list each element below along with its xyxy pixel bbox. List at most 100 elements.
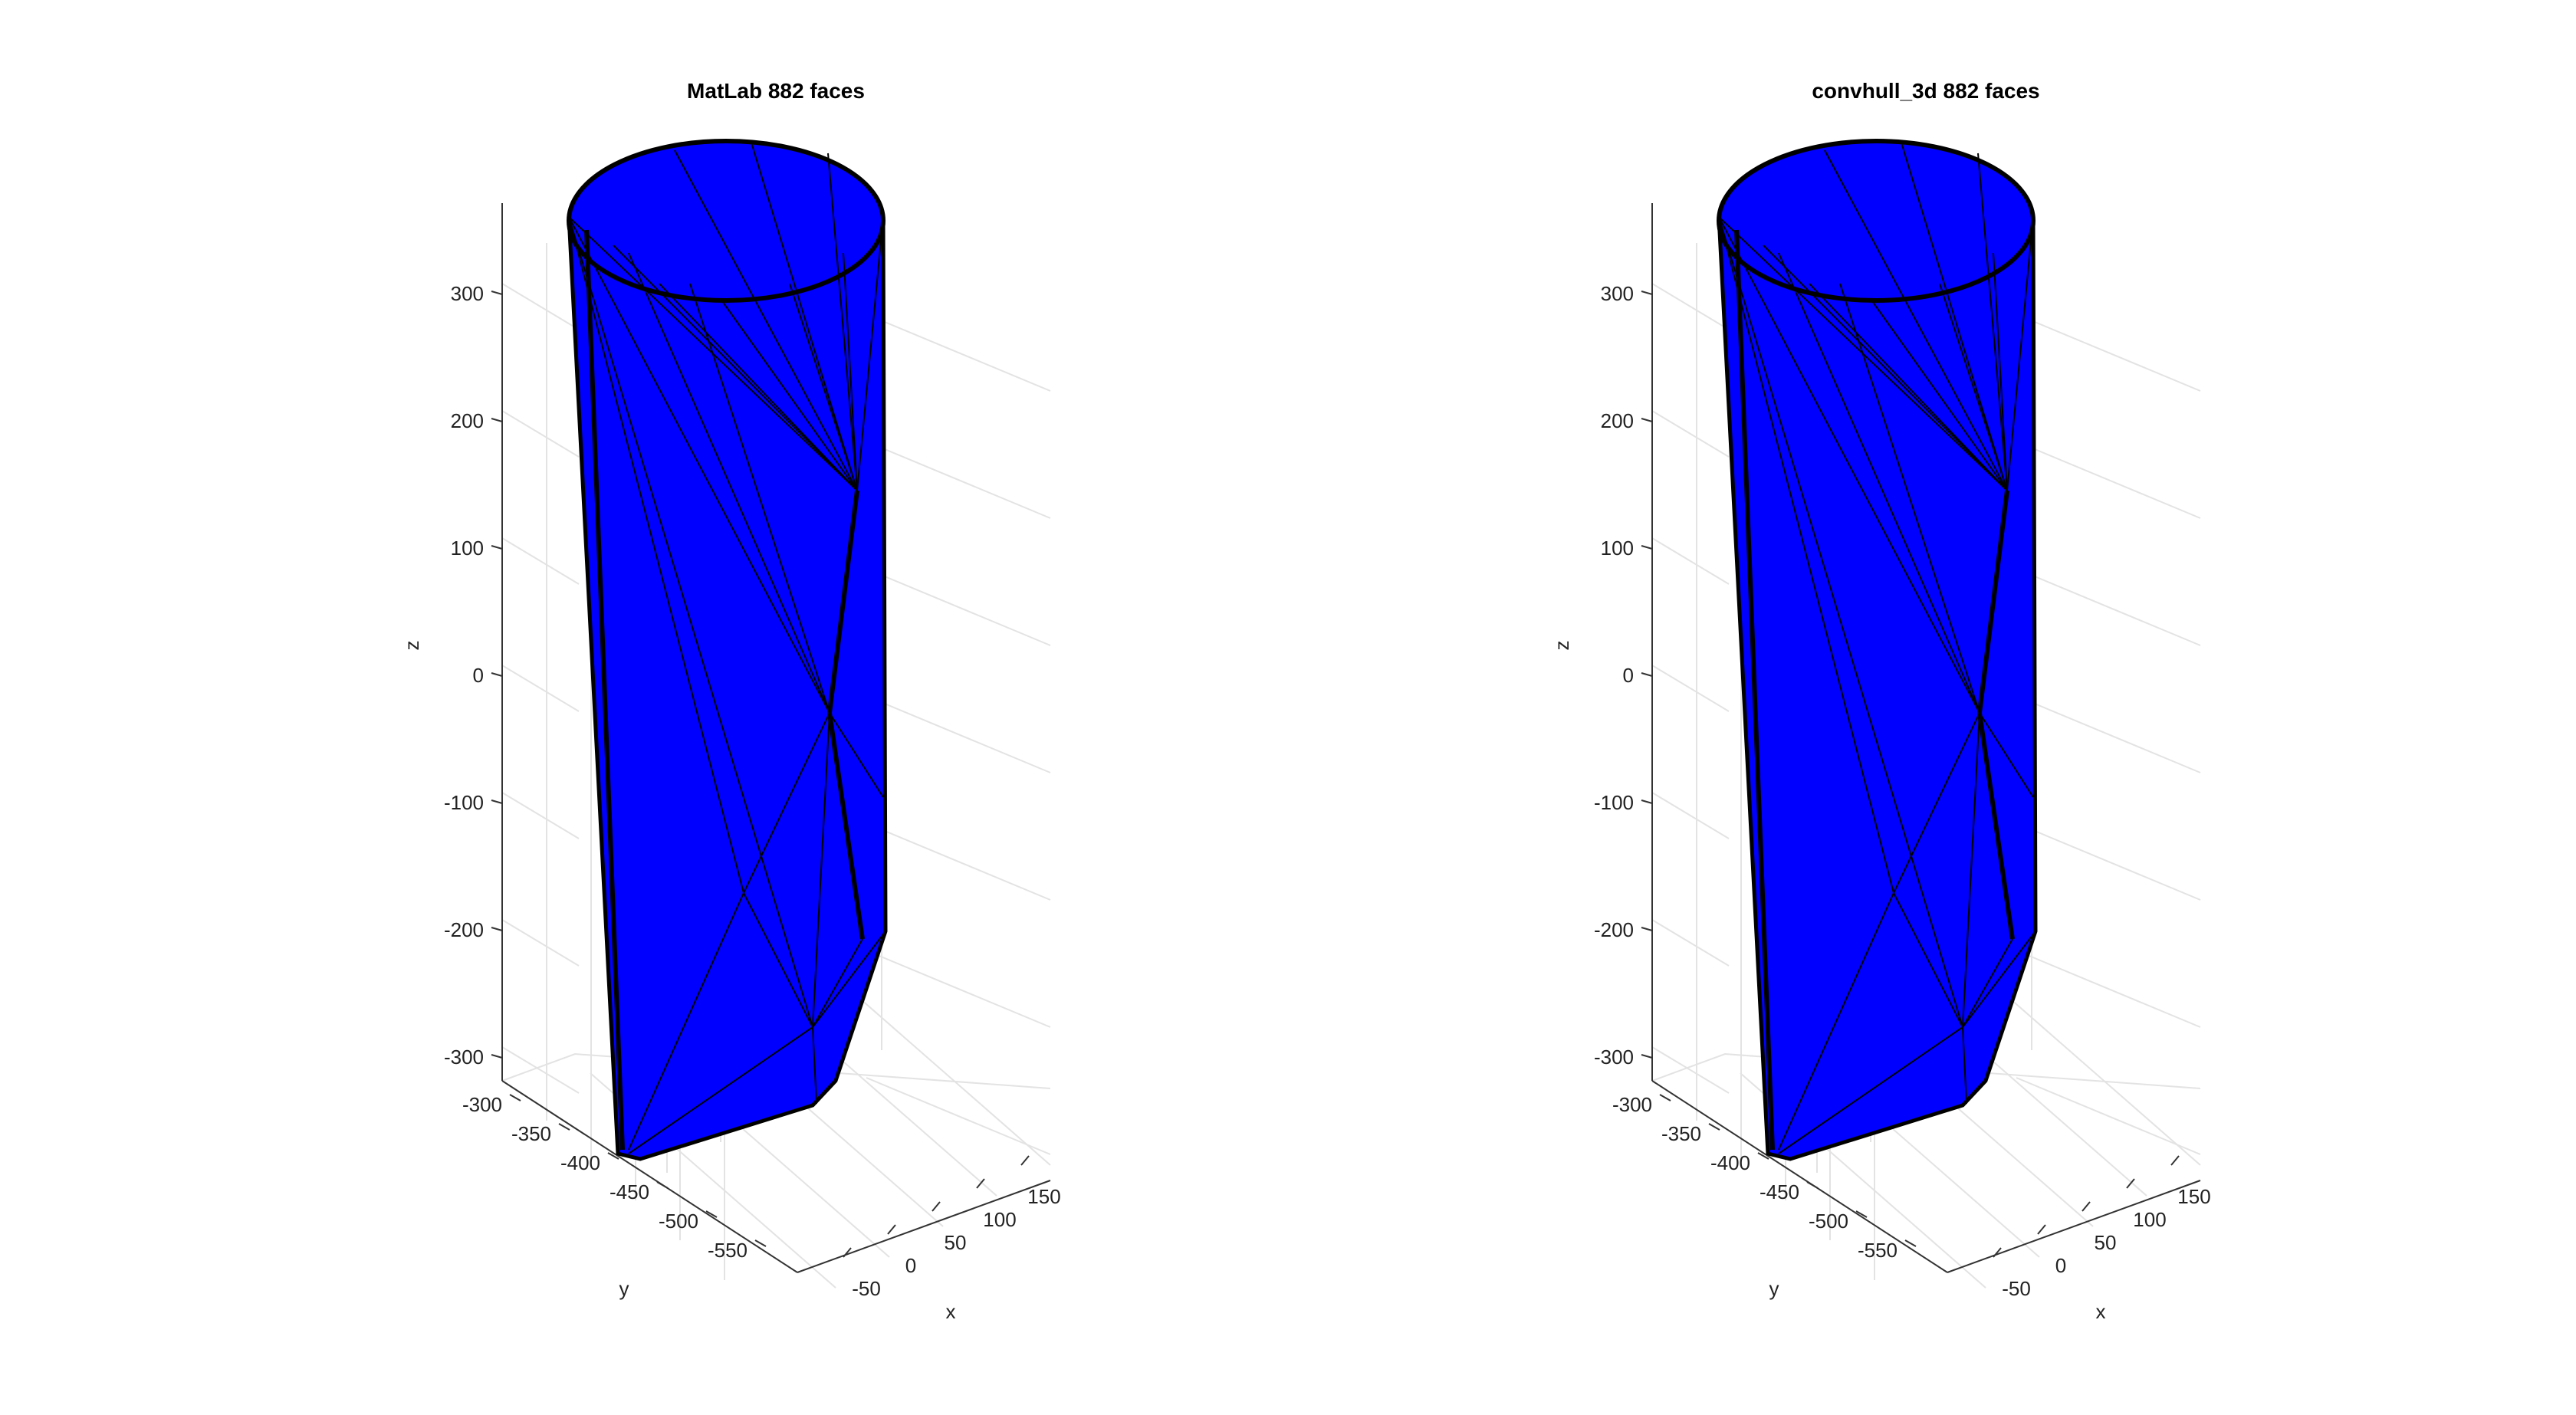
z-tick-label: -300 [1594, 1046, 1634, 1069]
grid-line [2016, 441, 2201, 519]
hull-edge [743, 892, 813, 1028]
hull-body [567, 215, 888, 1161]
grid-line [866, 950, 1051, 1028]
x-tick-label: -50 [2002, 1277, 2031, 1300]
hull-edge [1962, 1026, 1967, 1105]
z-tick-mark [491, 927, 503, 931]
grid-line [1651, 283, 1730, 330]
y-tick-mark [509, 1094, 521, 1101]
z-tick-label: 100 [451, 537, 484, 560]
hull-edge [1870, 298, 2008, 491]
hull-edge [689, 283, 830, 714]
z-tick-label: 200 [1601, 409, 1634, 432]
z-tick-mark [491, 545, 503, 550]
grid-line [866, 568, 1051, 646]
hull-edge [1824, 149, 2008, 491]
hull-edge [1718, 216, 1894, 894]
x-tick-mark [1020, 1155, 1030, 1166]
y-tick-mark [1855, 1210, 1868, 1218]
x-tick-mark [2126, 1178, 2135, 1189]
y-tick-label: -500 [659, 1210, 698, 1233]
grid-line [1651, 410, 1730, 458]
y-axis-line [501, 1080, 798, 1273]
z-tick-mark [491, 672, 503, 677]
hull-edge [1893, 892, 1963, 1028]
grid-floor-edge [501, 1052, 1051, 1089]
hull-edge [720, 298, 858, 491]
hull-edge [1734, 229, 1775, 1151]
x-tick-label: 50 [2095, 1231, 2117, 1254]
grid-line [1651, 665, 1730, 712]
x-tick-mark [2082, 1201, 2091, 1212]
hull-edge [1778, 892, 1894, 1151]
grid-line [501, 919, 580, 967]
hull-edge [812, 1026, 817, 1105]
x-tick-label: -50 [852, 1277, 881, 1300]
hull-edge [856, 216, 884, 491]
z-tick-mark [1641, 927, 1653, 931]
z-tick-mark [1641, 1054, 1653, 1059]
x-tick-mark [932, 1201, 941, 1212]
hull-edge [1977, 712, 2015, 940]
hull-edge [1977, 490, 2009, 714]
hull-edge [812, 938, 863, 1028]
hull-edge [568, 216, 744, 894]
z-tick-mark [1641, 545, 1653, 550]
hull-edge [827, 153, 858, 491]
convex-hull-surface [1717, 139, 2038, 1161]
y-tick-mark [1904, 1239, 1917, 1247]
hull-edge [584, 229, 625, 1151]
hull-edge [843, 252, 858, 491]
z-tick-mark [491, 418, 503, 422]
y-tick-label: -550 [708, 1239, 748, 1262]
grid-line [501, 792, 580, 839]
plot-title: MatLab 882 faces [687, 79, 865, 103]
hull-edge [1993, 252, 2008, 491]
z-tick-mark [1641, 291, 1653, 295]
z-tick-mark [491, 1054, 503, 1059]
y-tick-mark [1659, 1094, 1671, 1101]
hull-top-cap [1717, 139, 2036, 303]
hull-edge [812, 712, 830, 1028]
x-tick-mark [976, 1178, 985, 1189]
x-axis-label: x [2096, 1300, 2106, 1323]
y-axis-label: y [619, 1277, 629, 1300]
hull-edge [568, 216, 830, 714]
hull-edge [1778, 252, 1980, 714]
x-tick-label: 150 [2177, 1185, 2210, 1208]
grid-line [1651, 537, 1730, 585]
hull-edge [1901, 142, 2008, 491]
z-tick-label: 0 [1623, 664, 1634, 687]
x-tick-label: 0 [2055, 1254, 2066, 1277]
grid-line [866, 695, 1051, 773]
grid-line [501, 665, 580, 712]
tick-labels: 300 200 100 0 -100 -200 -300 -300 -350 -400 -450 -5… [444, 282, 1061, 1300]
grid-line [501, 283, 580, 330]
y-tick-label: -350 [511, 1122, 551, 1145]
z-tick-mark [491, 799, 503, 804]
axes [501, 203, 1051, 1273]
y-tick-mark [558, 1123, 570, 1131]
hull-edge [1718, 216, 1963, 1028]
hull-edge [1962, 712, 1980, 1028]
hull-edge [1977, 153, 2008, 491]
x-axis-line [1947, 1180, 2201, 1273]
x-tick-label: 50 [945, 1231, 967, 1254]
z-tick-mark [491, 291, 503, 295]
grid-line [2016, 950, 2201, 1028]
z-tick-label: -200 [444, 918, 484, 941]
hull-edge [812, 931, 886, 1028]
grid-line [866, 441, 1051, 519]
x-tick-mark [887, 1224, 896, 1235]
y-tick-mark [754, 1239, 767, 1247]
x-tick-mark [2037, 1224, 2046, 1235]
convex-hull-surface [567, 139, 888, 1161]
y-tick-mark [607, 1152, 619, 1160]
x-tick-label: 100 [983, 1208, 1016, 1231]
z-tick-mark [1641, 418, 1653, 422]
grid-line [1651, 792, 1730, 839]
y-axis-label: y [1769, 1277, 1779, 1300]
hull-edge [1839, 283, 1980, 714]
hull-edge [2006, 216, 2034, 491]
